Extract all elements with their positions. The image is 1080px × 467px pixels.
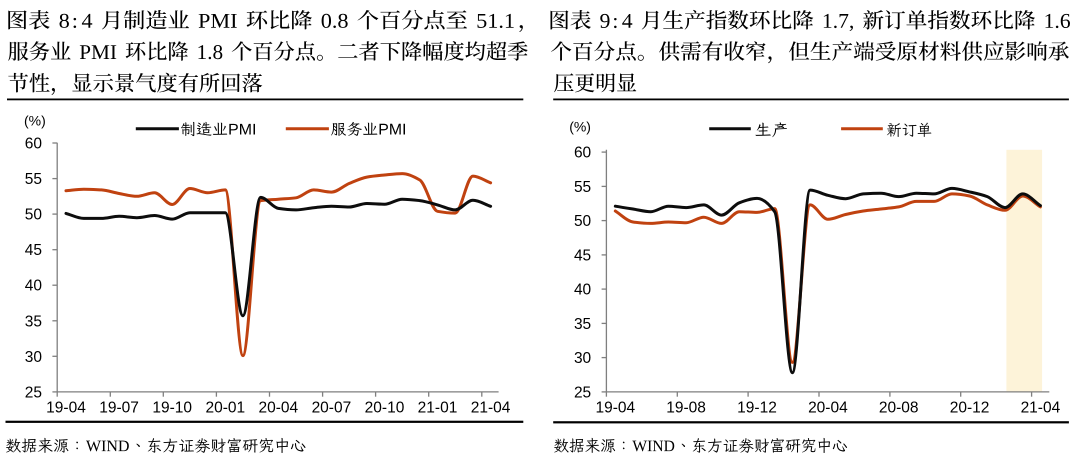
svg-text:40: 40 [25, 278, 43, 295]
svg-text:35: 35 [574, 316, 591, 333]
svg-text:40: 40 [574, 282, 592, 299]
svg-text:19-12: 19-12 [737, 399, 777, 416]
svg-text:30: 30 [574, 350, 592, 367]
svg-text:(%): (%) [569, 119, 591, 135]
svg-text:(%): (%) [24, 112, 46, 128]
svg-text:19-10: 19-10 [152, 399, 192, 416]
svg-text:25: 25 [25, 384, 42, 401]
svg-text:25: 25 [574, 384, 591, 401]
svg-text:20-08: 20-08 [879, 399, 919, 416]
svg-text:60: 60 [25, 136, 43, 153]
svg-text:19-07: 19-07 [99, 399, 139, 416]
svg-text:20-07: 20-07 [312, 399, 352, 416]
svg-text:55: 55 [574, 179, 591, 196]
svg-text:20-12: 20-12 [950, 399, 990, 416]
svg-text:35: 35 [25, 313, 42, 330]
svg-text:21-04: 21-04 [471, 399, 511, 416]
svg-text:60: 60 [574, 145, 592, 162]
svg-text:19-08: 19-08 [666, 399, 706, 416]
svg-text:20-10: 20-10 [365, 399, 405, 416]
svg-text:50: 50 [574, 213, 592, 230]
svg-text:50: 50 [25, 207, 43, 224]
svg-text:20-01: 20-01 [205, 399, 245, 416]
svg-text:21-04: 21-04 [1021, 399, 1061, 416]
svg-text:55: 55 [25, 171, 42, 188]
svg-text:30: 30 [25, 349, 43, 366]
svg-text:20-04: 20-04 [258, 399, 298, 416]
svg-text:21-01: 21-01 [418, 399, 458, 416]
svg-text:45: 45 [25, 242, 42, 259]
svg-text:20-04: 20-04 [808, 399, 848, 416]
svg-text:19-04: 19-04 [46, 399, 86, 416]
svg-text:45: 45 [574, 247, 591, 264]
svg-text:19-04: 19-04 [595, 399, 635, 416]
